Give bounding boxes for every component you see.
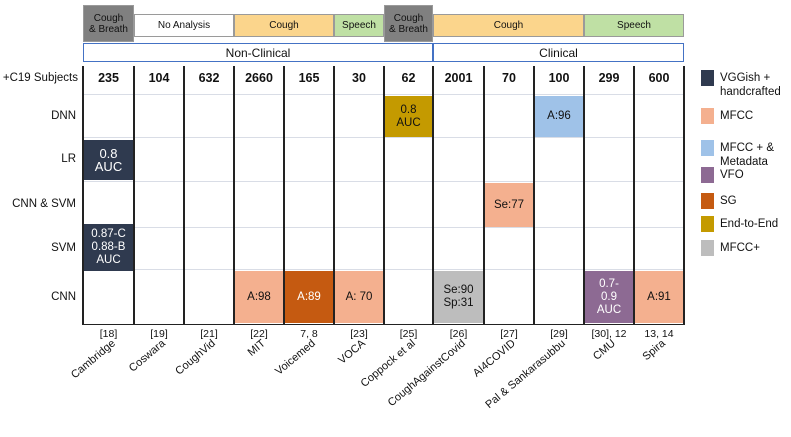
result-cell: Se:90 Sp:31 [434, 271, 483, 323]
legend-label: MFCC+ [720, 242, 760, 254]
legend-label: MFCC + & Metadata [720, 142, 774, 168]
model-row-label: LR [61, 153, 76, 165]
citation-ref: [18] [99, 328, 118, 340]
column-divider [82, 66, 84, 325]
citation-ref: [29] [550, 328, 568, 340]
citation-ref: [27] [500, 328, 518, 340]
subject-count: 165 [298, 71, 320, 85]
column-divider [483, 66, 485, 325]
result-cell: A:96 [535, 96, 583, 137]
setting-group-clinical: Clinical [433, 43, 684, 62]
result-cell: A: 70 [335, 271, 383, 323]
result-cell: A:91 [635, 271, 683, 323]
column-divider [183, 66, 185, 325]
category-header: No Analysis [134, 14, 234, 37]
category-header: Cough [433, 14, 584, 37]
subject-count: 600 [648, 71, 670, 85]
column-divider [333, 66, 335, 325]
citation-ref: [23] [350, 328, 368, 340]
legend-label: MFCC [720, 110, 754, 122]
subject-count: 2660 [245, 71, 273, 85]
citation-ref: [26] [449, 328, 468, 340]
citation-ref: [21] [200, 328, 218, 340]
result-cell: 0.8 AUC [385, 96, 432, 137]
citation-ref: [19] [150, 328, 168, 340]
legend-swatch [701, 140, 714, 156]
column-divider [583, 66, 585, 325]
subject-count: 2001 [444, 71, 473, 85]
legend-label: SG [720, 195, 737, 207]
category-header: Cough [234, 14, 334, 37]
category-header: Cough & Breath [384, 5, 433, 42]
legend-swatch [701, 108, 714, 124]
subject-count: 299 [598, 71, 620, 85]
citation-ref: [22] [250, 328, 268, 340]
subject-count: 632 [198, 71, 220, 85]
category-header: Speech [584, 14, 684, 37]
legend-label: VFO [720, 169, 744, 181]
setting-group-non-clinical: Non-Clinical [83, 43, 433, 62]
result-cell: 0.87-C 0.88-B AUC [84, 224, 133, 271]
column-divider [683, 66, 685, 325]
column-divider [383, 66, 385, 325]
column-divider [633, 66, 635, 325]
result-cell: A:98 [235, 271, 283, 323]
column-divider [283, 66, 285, 325]
subject-count: 104 [148, 71, 170, 85]
subject-count: 70 [502, 71, 516, 85]
subject-count: 62 [401, 71, 416, 85]
subject-count: 100 [548, 71, 570, 85]
legend-swatch [701, 70, 714, 86]
category-header: Cough & Breath [83, 5, 134, 42]
legend-swatch [701, 216, 714, 232]
result-cell: A:89 [285, 271, 333, 323]
column-divider [233, 66, 235, 325]
citation-ref: 13, 14 [644, 328, 674, 340]
legend-swatch [701, 240, 714, 256]
model-row-label: SVM [51, 242, 76, 254]
legend-swatch [701, 167, 714, 183]
citation-ref: 7, 8 [300, 328, 318, 340]
model-row-label: CNN [51, 290, 76, 303]
model-row-label: CNN & SVM [12, 198, 76, 210]
column-divider [533, 66, 535, 325]
legend-label: VGGish + handcrafted [720, 72, 781, 98]
result-cell: 0.8 AUC [84, 140, 133, 180]
result-cell: 0.7- 0.9 AUC [585, 271, 633, 323]
model-row-label: DNN [51, 109, 76, 122]
column-divider [432, 66, 434, 325]
subject-count: 235 [98, 71, 119, 85]
legend-swatch [701, 193, 714, 209]
category-header: Speech [334, 14, 384, 37]
column-divider [133, 66, 135, 325]
subject-count: 30 [352, 71, 366, 85]
legend-label: End-to-End [720, 218, 779, 230]
result-cell: Se:77 [485, 183, 533, 227]
citation-ref: [25] [399, 328, 418, 340]
citation-ref: [30], 12 [591, 328, 627, 340]
subjects-label: +C19 Subjects [2, 72, 78, 84]
